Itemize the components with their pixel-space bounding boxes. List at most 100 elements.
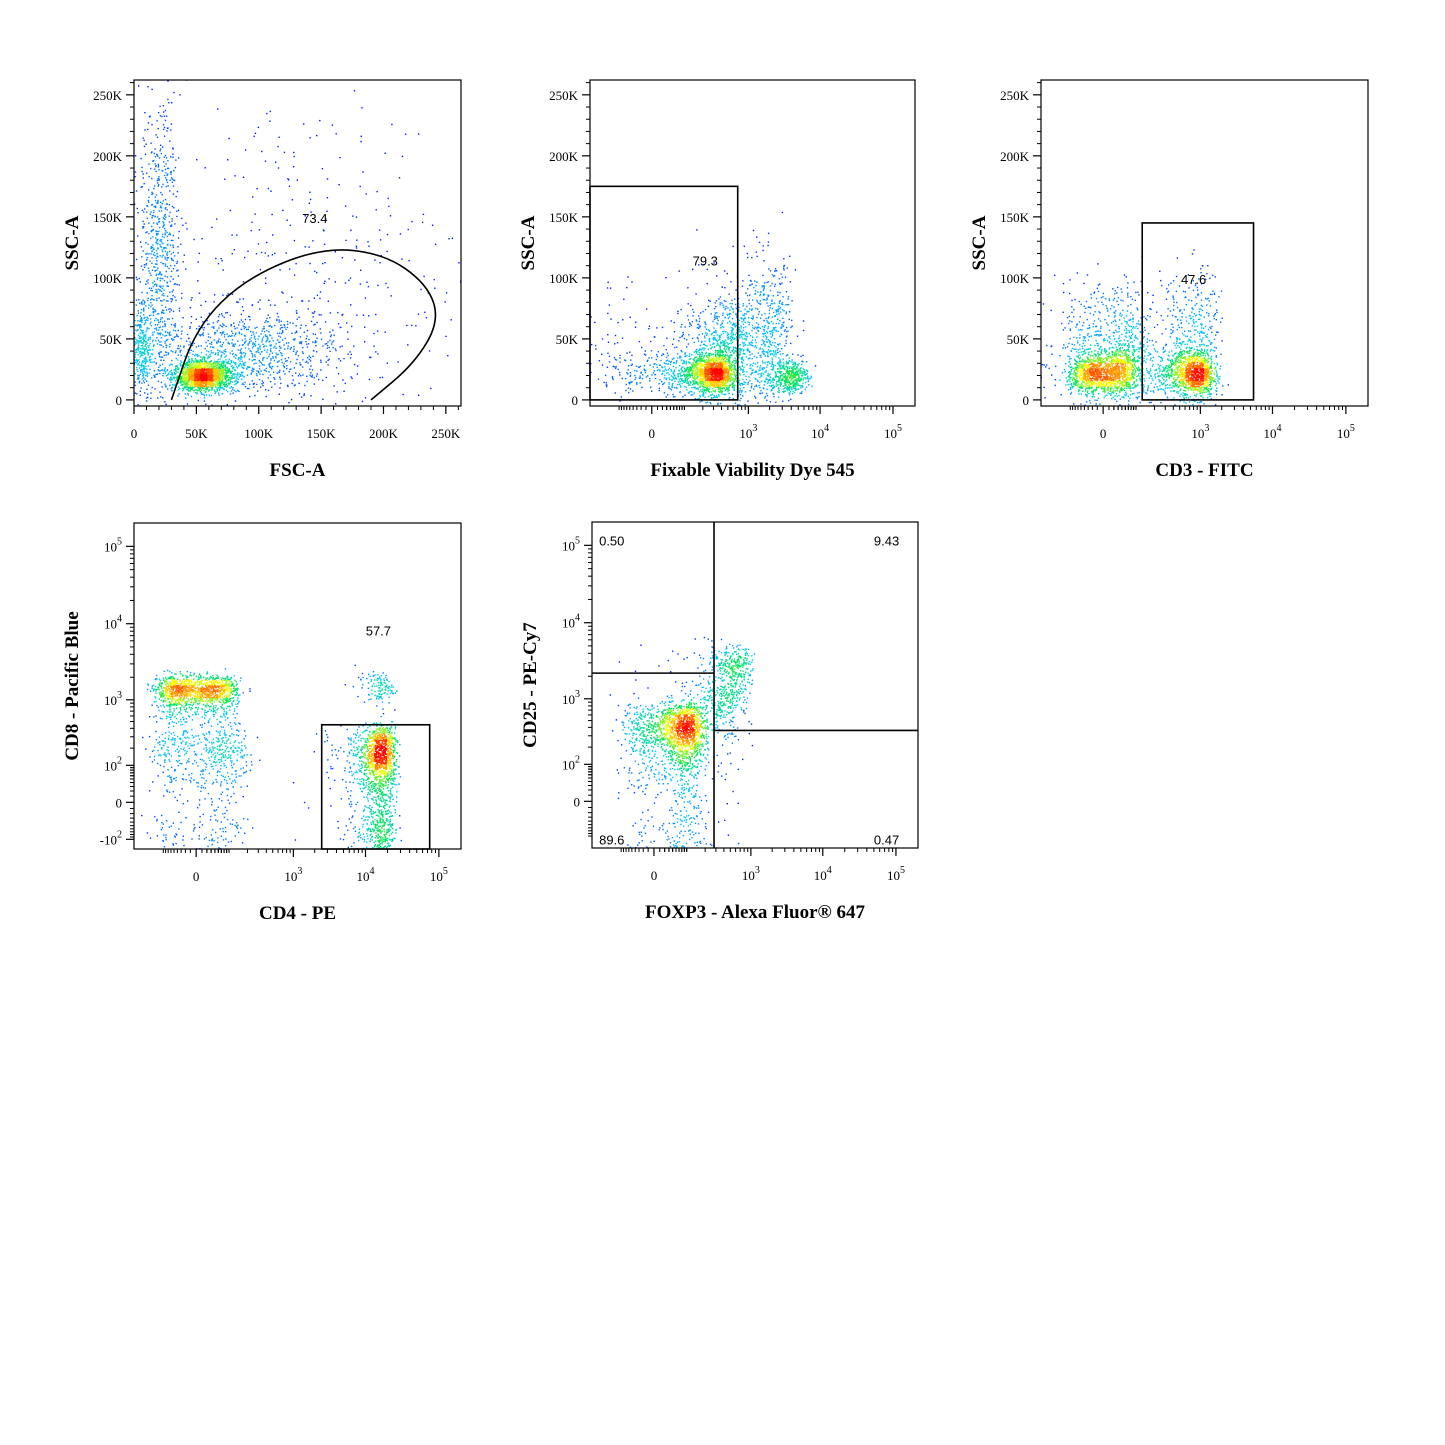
event-point	[692, 268, 694, 271]
event-point	[312, 341, 314, 343]
event-point	[65, 379, 66, 380]
event-point	[654, 373, 657, 376]
event-point	[141, 344, 144, 346]
event-point	[151, 257, 153, 259]
event-point	[732, 308, 735, 310]
event-point	[258, 359, 260, 362]
event-point	[193, 386, 195, 389]
event-point	[246, 387, 249, 390]
event-point	[305, 361, 307, 363]
event-point	[211, 365, 213, 367]
event-point	[144, 323, 146, 325]
event-point	[139, 390, 141, 392]
event-point	[140, 318, 142, 320]
event-point	[276, 332, 279, 335]
event-point	[802, 320, 805, 322]
event-point	[142, 374, 145, 376]
event-point	[156, 179, 158, 182]
event-point	[142, 361, 144, 363]
event-point	[149, 66, 150, 67]
event-point	[239, 363, 241, 366]
event-point	[754, 326, 756, 328]
event-point	[781, 276, 784, 278]
event-point	[177, 395, 179, 397]
event-point	[143, 340, 146, 342]
event-point	[131, 343, 132, 344]
event-point	[302, 352, 304, 355]
event-point	[143, 300, 146, 303]
event-point	[218, 365, 220, 367]
event-point	[658, 383, 660, 385]
event-point	[201, 378, 203, 380]
event-point	[604, 374, 607, 377]
event-point	[220, 387, 222, 389]
event-point	[167, 285, 169, 287]
event-point	[762, 352, 764, 355]
event-point	[165, 351, 167, 353]
event-point	[146, 371, 148, 373]
event-point	[265, 389, 267, 391]
event-point	[181, 387, 184, 389]
event-point	[201, 364, 203, 366]
event-point	[155, 317, 157, 320]
event-point	[636, 383, 638, 385]
event-point	[181, 361, 183, 363]
event-point	[748, 324, 750, 326]
event-point	[765, 392, 768, 395]
event-point	[179, 364, 182, 367]
event-point	[254, 335, 256, 337]
event-point	[225, 383, 228, 385]
panel-1: 73.40 50K 100K 150K 200K 250K050K100K150K200K…	[62, 66, 462, 481]
event-point	[229, 352, 231, 354]
event-point	[150, 230, 153, 232]
event-point	[567, 296, 568, 297]
event-point	[741, 285, 744, 287]
event-point	[160, 246, 162, 248]
event-point	[211, 381, 214, 384]
event-point	[207, 336, 210, 338]
event-point	[128, 358, 129, 359]
event-point	[257, 370, 260, 372]
event-point	[156, 230, 158, 233]
event-point	[156, 222, 158, 224]
event-point	[149, 355, 151, 358]
event-point	[292, 338, 295, 341]
event-point	[197, 382, 199, 384]
event-point	[152, 222, 155, 224]
event-point	[233, 249, 235, 251]
event-point	[731, 299, 733, 301]
event-point	[207, 365, 209, 367]
event-point	[243, 342, 246, 344]
event-point	[164, 230, 167, 232]
event-point	[284, 373, 286, 375]
event-point	[157, 200, 159, 203]
event-point	[316, 134, 318, 137]
event-point	[763, 351, 765, 353]
event-point	[761, 392, 764, 394]
event-point	[783, 310, 785, 312]
event-point	[768, 340, 771, 342]
event-point	[143, 360, 146, 362]
event-point	[216, 388, 218, 390]
event-point	[215, 369, 217, 371]
event-point	[169, 291, 171, 293]
event-point	[271, 254, 274, 256]
event-point	[584, 367, 585, 368]
event-point	[242, 362, 244, 365]
event-point	[333, 385, 335, 387]
event-point	[285, 342, 288, 344]
event-point	[181, 390, 184, 392]
event-point	[165, 185, 168, 188]
event-point	[187, 356, 190, 358]
event-point	[279, 352, 282, 354]
event-point	[269, 334, 272, 337]
event-point	[162, 285, 164, 287]
event-point	[157, 178, 159, 180]
event-point	[135, 348, 137, 351]
event-point	[155, 291, 157, 293]
event-point	[172, 310, 175, 313]
event-point	[141, 330, 143, 332]
event-point	[286, 326, 289, 329]
event-point	[621, 377, 623, 380]
event-point	[146, 259, 148, 261]
